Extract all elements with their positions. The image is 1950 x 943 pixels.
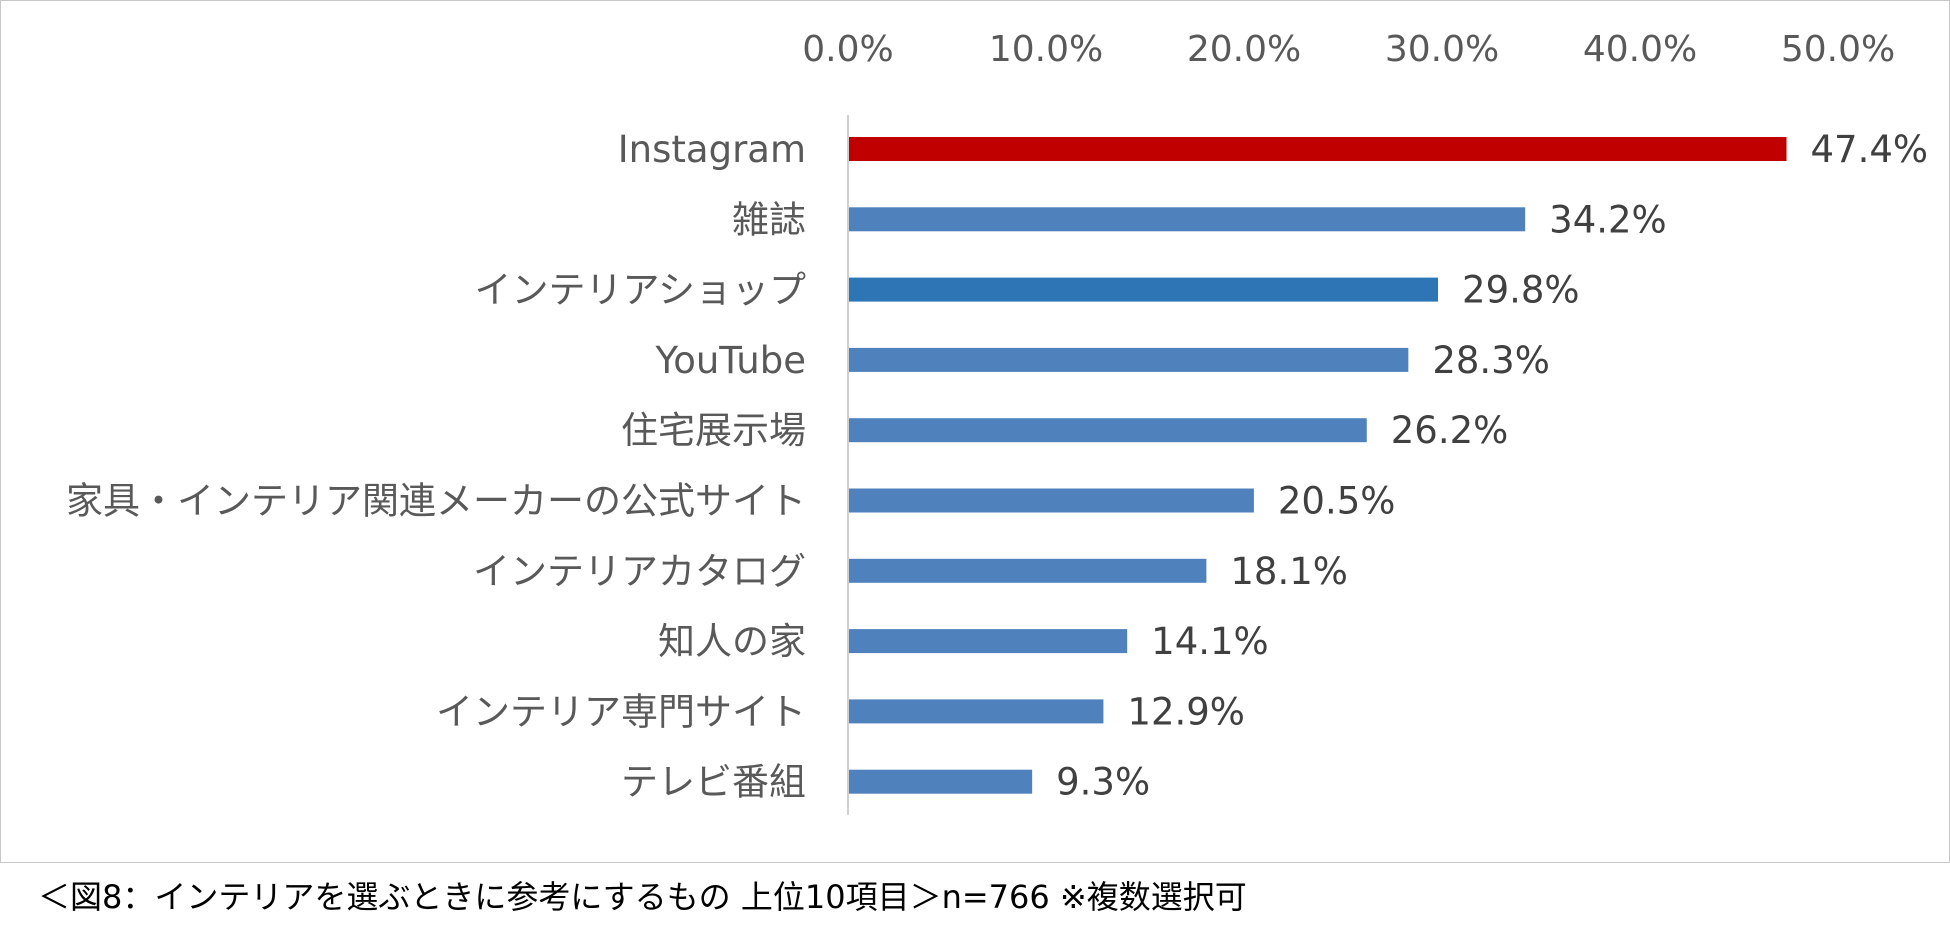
value-label: 12.9% (1127, 690, 1245, 733)
category-label: 住宅展示場 (621, 409, 806, 452)
category-label: 雑誌 (732, 198, 806, 241)
value-label: 34.2% (1549, 198, 1667, 241)
bar (849, 629, 1128, 654)
figure-caption: ＜図8：インテリアを選ぶときに参考にするもの 上位10項目＞n=766 ※複数選… (38, 878, 1247, 916)
bar (849, 769, 1033, 794)
bar (849, 488, 1254, 513)
value-labels: 47.4% 34.2% 29.8% 28.3% 26.2% 20.5% 18.1% 14.1%… (1056, 128, 1928, 804)
bar (849, 699, 1104, 724)
value-label: 26.2% (1391, 409, 1509, 452)
value-label: 14.1% (1151, 620, 1269, 663)
bar (849, 277, 1439, 302)
value-label: 28.3% (1432, 339, 1550, 382)
category-label: 知人の家 (658, 620, 806, 663)
bar (849, 418, 1367, 443)
value-label: 29.8% (1462, 269, 1580, 312)
x-tick-label: 50.0% (1781, 29, 1895, 70)
bar (849, 207, 1526, 232)
x-tick-label: 30.0% (1385, 29, 1499, 70)
value-label: 18.1% (1230, 550, 1348, 593)
bar-chart: 0.0% 10.0% 20.0% 30.0% 40.0% 50.0% Instagram 雑… (66, 29, 1928, 815)
x-tick-label: 40.0% (1583, 29, 1697, 70)
chart-frame: 0.0% 10.0% 20.0% 30.0% 40.0% 50.0% Instagram 雑… (0, 0, 1950, 863)
x-tick-label: 0.0% (802, 29, 893, 70)
value-label: 47.4% (1811, 128, 1929, 171)
bars (849, 137, 1787, 794)
category-label: YouTube (655, 339, 806, 382)
category-label: 家具・インテリア関連メーカーの公式サイト (66, 480, 806, 523)
value-label: 20.5% (1278, 480, 1396, 523)
category-label: インテリア専門サイト (436, 690, 806, 733)
x-tick-labels: 0.0% 10.0% 20.0% 30.0% 40.0% 50.0% (802, 29, 1895, 70)
value-label: 9.3% (1056, 761, 1150, 804)
x-tick-label: 20.0% (1187, 29, 1301, 70)
bar (849, 137, 1787, 161)
bar (849, 347, 1409, 372)
x-tick-label: 10.0% (989, 29, 1103, 70)
category-label: Instagram (618, 128, 806, 171)
category-label: インテリアショップ (474, 269, 806, 312)
bar (849, 558, 1207, 583)
category-label: テレビ番組 (621, 761, 806, 804)
category-label: インテリアカタログ (473, 550, 806, 593)
